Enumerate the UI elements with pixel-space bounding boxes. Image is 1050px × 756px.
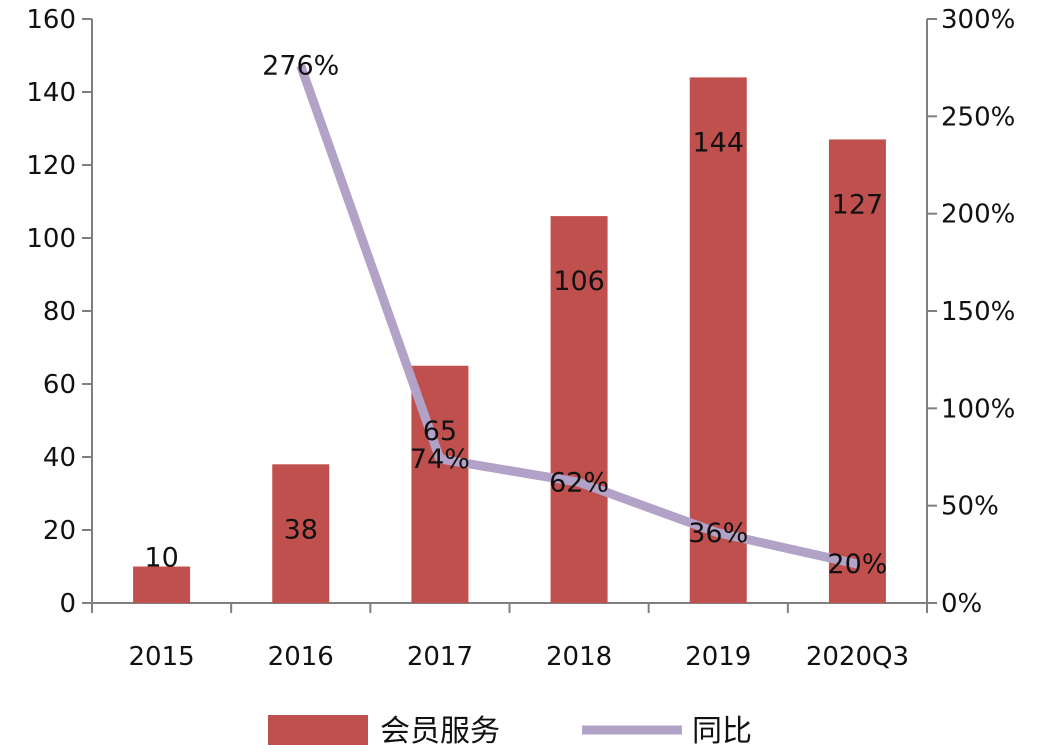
bar-data-label: 65	[423, 416, 457, 447]
x-tick-label: 2018	[546, 642, 612, 672]
y-left-tick-label: 80	[43, 297, 76, 327]
legend-label-line: 同比	[692, 714, 752, 749]
y-right-tick-label: 50%	[941, 492, 999, 522]
axes: 0 20 40 60 80 100 120 140 160 0% 50% 100% 150% 200% 25…	[26, 5, 1015, 672]
y-left-tick-label: 40	[43, 443, 76, 473]
y-left-tick-label: 120	[26, 151, 76, 181]
x-tick-label: 2020Q3	[806, 642, 909, 672]
bar-data-label: 10	[144, 543, 178, 574]
y-left-tick-label: 160	[26, 5, 76, 35]
y-right-tick-label: 0%	[941, 589, 982, 619]
line-data-labels: 276% 74% 62% 36% 20%	[262, 51, 887, 580]
y-left-tick-label: 140	[26, 78, 76, 108]
y-left-tick-label: 20	[43, 516, 76, 546]
x-tick-label: 2019	[685, 642, 751, 672]
line-data-label: 20%	[827, 549, 887, 580]
legend: 会员服务 同比	[268, 714, 752, 749]
bar	[689, 77, 747, 603]
line-data-label: 276%	[262, 51, 339, 82]
y-right-tick-label: 300%	[941, 5, 1015, 35]
y-right-tick-label: 100%	[941, 394, 1015, 424]
x-tick-label: 2016	[268, 642, 334, 672]
bar-data-labels: 10 38 65 106 144 127	[144, 127, 883, 573]
line-series	[296, 64, 859, 569]
y-right-tick-label: 150%	[941, 297, 1015, 327]
line-data-label: 74%	[410, 444, 470, 475]
legend-swatch-bar	[268, 715, 368, 745]
bar-data-label: 144	[692, 127, 744, 158]
y-left-tick-label: 0	[59, 589, 76, 619]
line-data-label: 62%	[549, 467, 609, 498]
x-tick-label: 2015	[128, 642, 194, 672]
y-right-tick-label: 200%	[941, 200, 1015, 230]
bar-data-label: 106	[553, 266, 605, 297]
x-tick-label: 2017	[407, 642, 473, 672]
bar	[828, 139, 886, 603]
y-right-tick-label: 250%	[941, 102, 1015, 132]
bar	[550, 216, 608, 603]
y-left-tick-label: 60	[43, 370, 76, 400]
bar	[272, 464, 330, 603]
bar-data-label: 38	[284, 514, 318, 545]
bar-series	[133, 77, 886, 603]
line-data-label: 36%	[688, 518, 748, 549]
legend-label-bar: 会员服务	[380, 714, 500, 749]
bar-data-label: 127	[832, 189, 884, 220]
y-left-tick-label: 100	[26, 224, 76, 254]
bar	[133, 566, 191, 603]
